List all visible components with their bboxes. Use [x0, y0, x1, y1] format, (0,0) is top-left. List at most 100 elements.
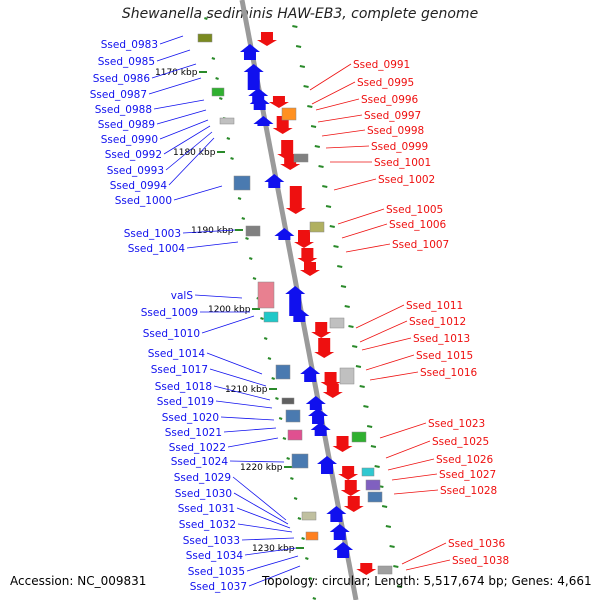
- track-tick: [295, 45, 302, 48]
- track-tick: [308, 577, 313, 580]
- track-tick: [370, 445, 377, 448]
- plus-strand-gene: [277, 140, 298, 160]
- left-gene-label: Ssed_1037: [190, 581, 247, 593]
- right-gene-label: Ssed_1002: [378, 174, 435, 186]
- track-tick: [340, 285, 347, 288]
- feature-box: [287, 429, 303, 441]
- track-tick: [325, 205, 332, 208]
- plus-strand-gene: [272, 116, 293, 134]
- feature-box: [361, 467, 375, 477]
- feature-box: [257, 281, 275, 309]
- track-tick: [260, 317, 264, 320]
- minus-strand-gene: [317, 456, 338, 474]
- right-gene-label: Ssed_0999: [371, 141, 428, 153]
- left-gene-label: Ssed_1030: [175, 488, 232, 500]
- feature-box: [291, 453, 309, 469]
- left-gene-label: Ssed_0994: [110, 180, 168, 192]
- left-gene-label: Ssed_1032: [179, 519, 236, 531]
- left-gene-leader: [215, 400, 273, 409]
- scale-label: 1200 kbp: [208, 305, 251, 315]
- track-tick: [322, 185, 328, 188]
- minus-strand-gene: [253, 116, 274, 126]
- right-gene-label: Ssed_1028: [440, 485, 497, 497]
- left-gene-label: Ssed_0985: [98, 56, 155, 68]
- track-tick: [305, 557, 309, 560]
- left-gene-leader: [182, 229, 236, 234]
- left-gene-label: Ssed_0983: [101, 39, 158, 51]
- left-gene-leader: [229, 460, 285, 463]
- track-tick: [301, 537, 305, 540]
- left-gene-leader: [165, 131, 213, 171]
- feature-box: [365, 479, 381, 491]
- right-gene-leader: [401, 542, 447, 565]
- minus-strand-gene: [289, 308, 310, 322]
- left-gene-leader: [220, 416, 275, 421]
- track-tick: [381, 505, 388, 508]
- right-gene-label: Ssed_1011: [406, 300, 463, 312]
- track-tick: [389, 545, 395, 548]
- left-gene-label: Ssed_0993: [107, 165, 164, 177]
- plus-strand-gene: [256, 32, 277, 46]
- right-gene-leader: [393, 489, 439, 495]
- left-gene-label: Ssed_1004: [128, 243, 186, 255]
- left-gene-label: Ssed_1003: [124, 228, 181, 240]
- left-gene-leader: [163, 125, 211, 155]
- left-gene-leader: [246, 555, 299, 572]
- minus-strand-gene: [300, 366, 321, 382]
- left-gene-leader: [201, 315, 255, 334]
- scale-label: 1170 kbp: [155, 68, 198, 78]
- track-tick: [275, 397, 279, 400]
- track-tick: [329, 225, 335, 228]
- left-gene-label: Ssed_1031: [178, 503, 235, 515]
- plus-strand-gene: [356, 563, 377, 575]
- track-tick: [314, 145, 321, 148]
- right-gene-leader: [355, 304, 405, 329]
- left-gene-label: Ssed_0990: [101, 134, 158, 146]
- right-gene-label: Ssed_1001: [374, 157, 431, 169]
- track-tick: [374, 465, 380, 468]
- right-gene-leader: [317, 114, 363, 123]
- minus-strand-gene: [264, 174, 285, 188]
- topology-label: Topology: circular; Length: 5,517,674 bp…: [262, 574, 592, 588]
- right-gene-leader: [345, 243, 391, 253]
- minus-strand-gene: [310, 422, 331, 436]
- right-gene-label: Ssed_1012: [409, 316, 466, 328]
- right-gene-leader: [311, 81, 356, 105]
- scale-label: 1210 kbp: [225, 385, 268, 395]
- right-gene-leader: [333, 178, 377, 191]
- left-gene-label: Ssed_0989: [98, 119, 155, 131]
- plus-strand-gene: [285, 186, 306, 214]
- minus-strand-gene: [329, 524, 350, 540]
- track-tick: [299, 65, 306, 68]
- right-gene-leader: [405, 559, 451, 571]
- track-tick: [344, 305, 350, 308]
- plus-strand-gene: [340, 480, 361, 496]
- left-gene-label: Ssed_0987: [90, 89, 147, 101]
- left-gene-leader: [159, 119, 209, 140]
- left-gene-leader: [156, 109, 207, 125]
- right-gene-label: Ssed_0998: [367, 125, 424, 137]
- right-gene-label: Ssed_1038: [452, 555, 509, 567]
- feature-box: [281, 107, 297, 121]
- right-gene-leader: [365, 354, 415, 371]
- right-gene-label: Ssed_1005: [386, 204, 443, 216]
- track-tick: [248, 257, 253, 260]
- left-gene-leader: [233, 492, 289, 525]
- feature-box: [351, 431, 367, 443]
- feature-box: [281, 397, 295, 405]
- track-tick: [393, 565, 399, 568]
- scale-label: 1230 kbp: [252, 544, 295, 554]
- track-tick: [263, 337, 268, 340]
- feature-box: [245, 225, 261, 237]
- minus-strand-gene: [308, 408, 329, 424]
- left-gene-label: Ssed_0988: [95, 104, 152, 116]
- left-gene-label: Ssed_1018: [155, 381, 212, 393]
- feature-box: [293, 153, 309, 163]
- track-tick: [245, 237, 249, 240]
- left-gene-leader: [244, 547, 297, 556]
- right-gene-leader: [359, 320, 408, 343]
- right-gene-leader: [325, 145, 370, 149]
- track-tick: [318, 165, 324, 168]
- feature-box: [301, 511, 317, 521]
- plus-strand-gene: [297, 248, 318, 264]
